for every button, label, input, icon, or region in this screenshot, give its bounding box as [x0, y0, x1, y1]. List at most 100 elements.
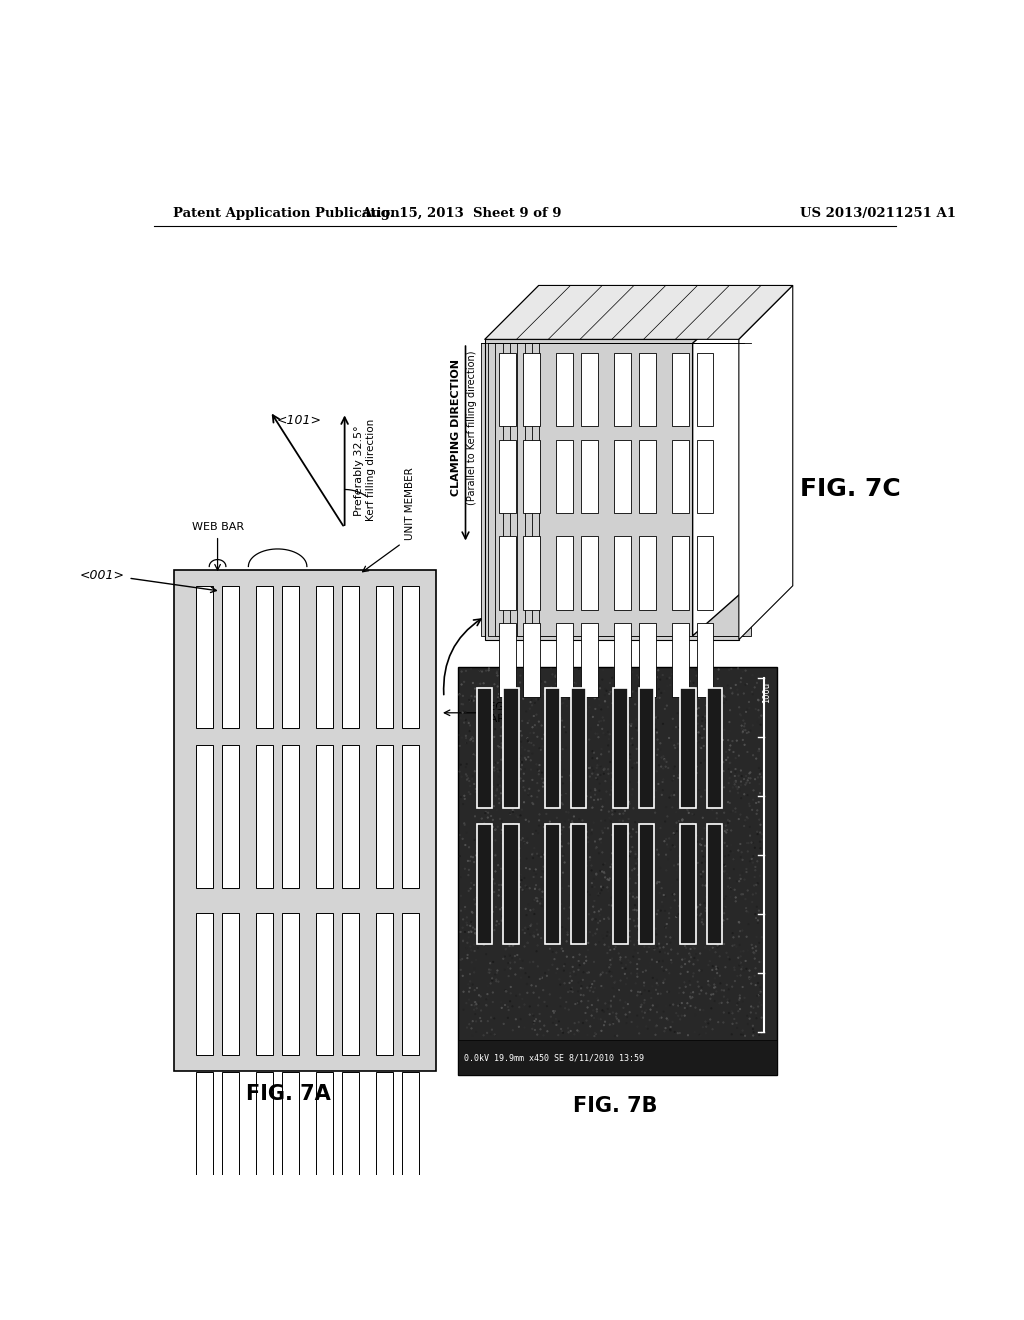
Point — [561, 973, 578, 994]
Text: FIG. 7C: FIG. 7C — [801, 478, 901, 502]
Point — [545, 941, 561, 962]
Point — [457, 858, 473, 879]
Point — [594, 999, 610, 1020]
Point — [464, 727, 480, 748]
Point — [614, 810, 631, 832]
Point — [641, 758, 657, 779]
Point — [608, 884, 625, 906]
Point — [689, 698, 706, 719]
Point — [689, 713, 706, 734]
Point — [629, 752, 645, 774]
Point — [632, 689, 648, 710]
Point — [699, 675, 716, 696]
Point — [711, 923, 727, 944]
Point — [494, 733, 510, 754]
Point — [727, 766, 743, 787]
Point — [731, 780, 748, 801]
Point — [566, 697, 583, 718]
Point — [507, 777, 523, 799]
Point — [500, 909, 516, 931]
Point — [580, 962, 596, 983]
Point — [692, 863, 709, 884]
Point — [590, 727, 606, 748]
Point — [514, 989, 530, 1010]
Point — [469, 906, 485, 927]
Point — [453, 708, 469, 729]
Point — [494, 750, 510, 771]
Point — [710, 944, 726, 965]
Point — [618, 886, 635, 907]
Point — [502, 952, 518, 973]
Point — [568, 681, 585, 702]
Point — [453, 787, 469, 808]
Point — [570, 993, 587, 1014]
Point — [699, 829, 716, 850]
Point — [557, 953, 573, 974]
Point — [709, 776, 725, 797]
Point — [670, 739, 686, 760]
Point — [593, 879, 609, 900]
Point — [627, 841, 643, 862]
Point — [578, 849, 594, 870]
Point — [461, 781, 477, 803]
Point — [546, 925, 562, 946]
Point — [684, 729, 700, 750]
Point — [614, 807, 631, 828]
Point — [466, 690, 482, 711]
Point — [460, 768, 476, 789]
Point — [604, 1011, 621, 1032]
Point — [744, 1015, 761, 1036]
Point — [529, 891, 546, 912]
Point — [492, 738, 508, 759]
Point — [498, 876, 514, 898]
Point — [751, 985, 767, 1006]
Point — [643, 705, 659, 726]
Point — [663, 840, 679, 861]
Point — [537, 680, 553, 701]
Bar — [639, 536, 655, 610]
Point — [539, 873, 555, 894]
Point — [751, 1024, 767, 1045]
Point — [721, 990, 737, 1011]
Point — [650, 974, 667, 995]
Point — [525, 899, 542, 920]
Point — [494, 820, 510, 841]
Point — [506, 784, 522, 805]
Point — [700, 1012, 717, 1034]
Point — [586, 760, 602, 781]
Point — [702, 795, 719, 816]
Point — [571, 954, 588, 975]
Point — [686, 770, 702, 791]
Point — [526, 1019, 543, 1040]
Point — [625, 734, 641, 755]
Bar — [680, 688, 695, 808]
Point — [465, 672, 481, 693]
Bar — [639, 825, 654, 944]
Polygon shape — [484, 285, 793, 339]
Point — [492, 899, 508, 920]
Point — [648, 979, 665, 1001]
Point — [752, 983, 768, 1005]
Point — [702, 693, 719, 714]
Point — [616, 854, 633, 875]
Point — [507, 758, 523, 779]
Point — [608, 816, 625, 837]
Point — [520, 729, 537, 750]
Point — [712, 822, 728, 843]
Point — [516, 682, 532, 704]
Point — [459, 770, 475, 791]
Point — [510, 698, 526, 719]
Point — [613, 866, 630, 887]
Point — [629, 985, 645, 1006]
Point — [558, 737, 574, 758]
Point — [737, 719, 754, 741]
Point — [628, 709, 644, 730]
Point — [487, 830, 504, 851]
Point — [521, 741, 538, 762]
Point — [710, 838, 726, 859]
Point — [537, 672, 553, 693]
Point — [534, 981, 550, 1002]
Point — [681, 760, 697, 781]
Point — [503, 771, 519, 792]
Point — [522, 722, 539, 743]
